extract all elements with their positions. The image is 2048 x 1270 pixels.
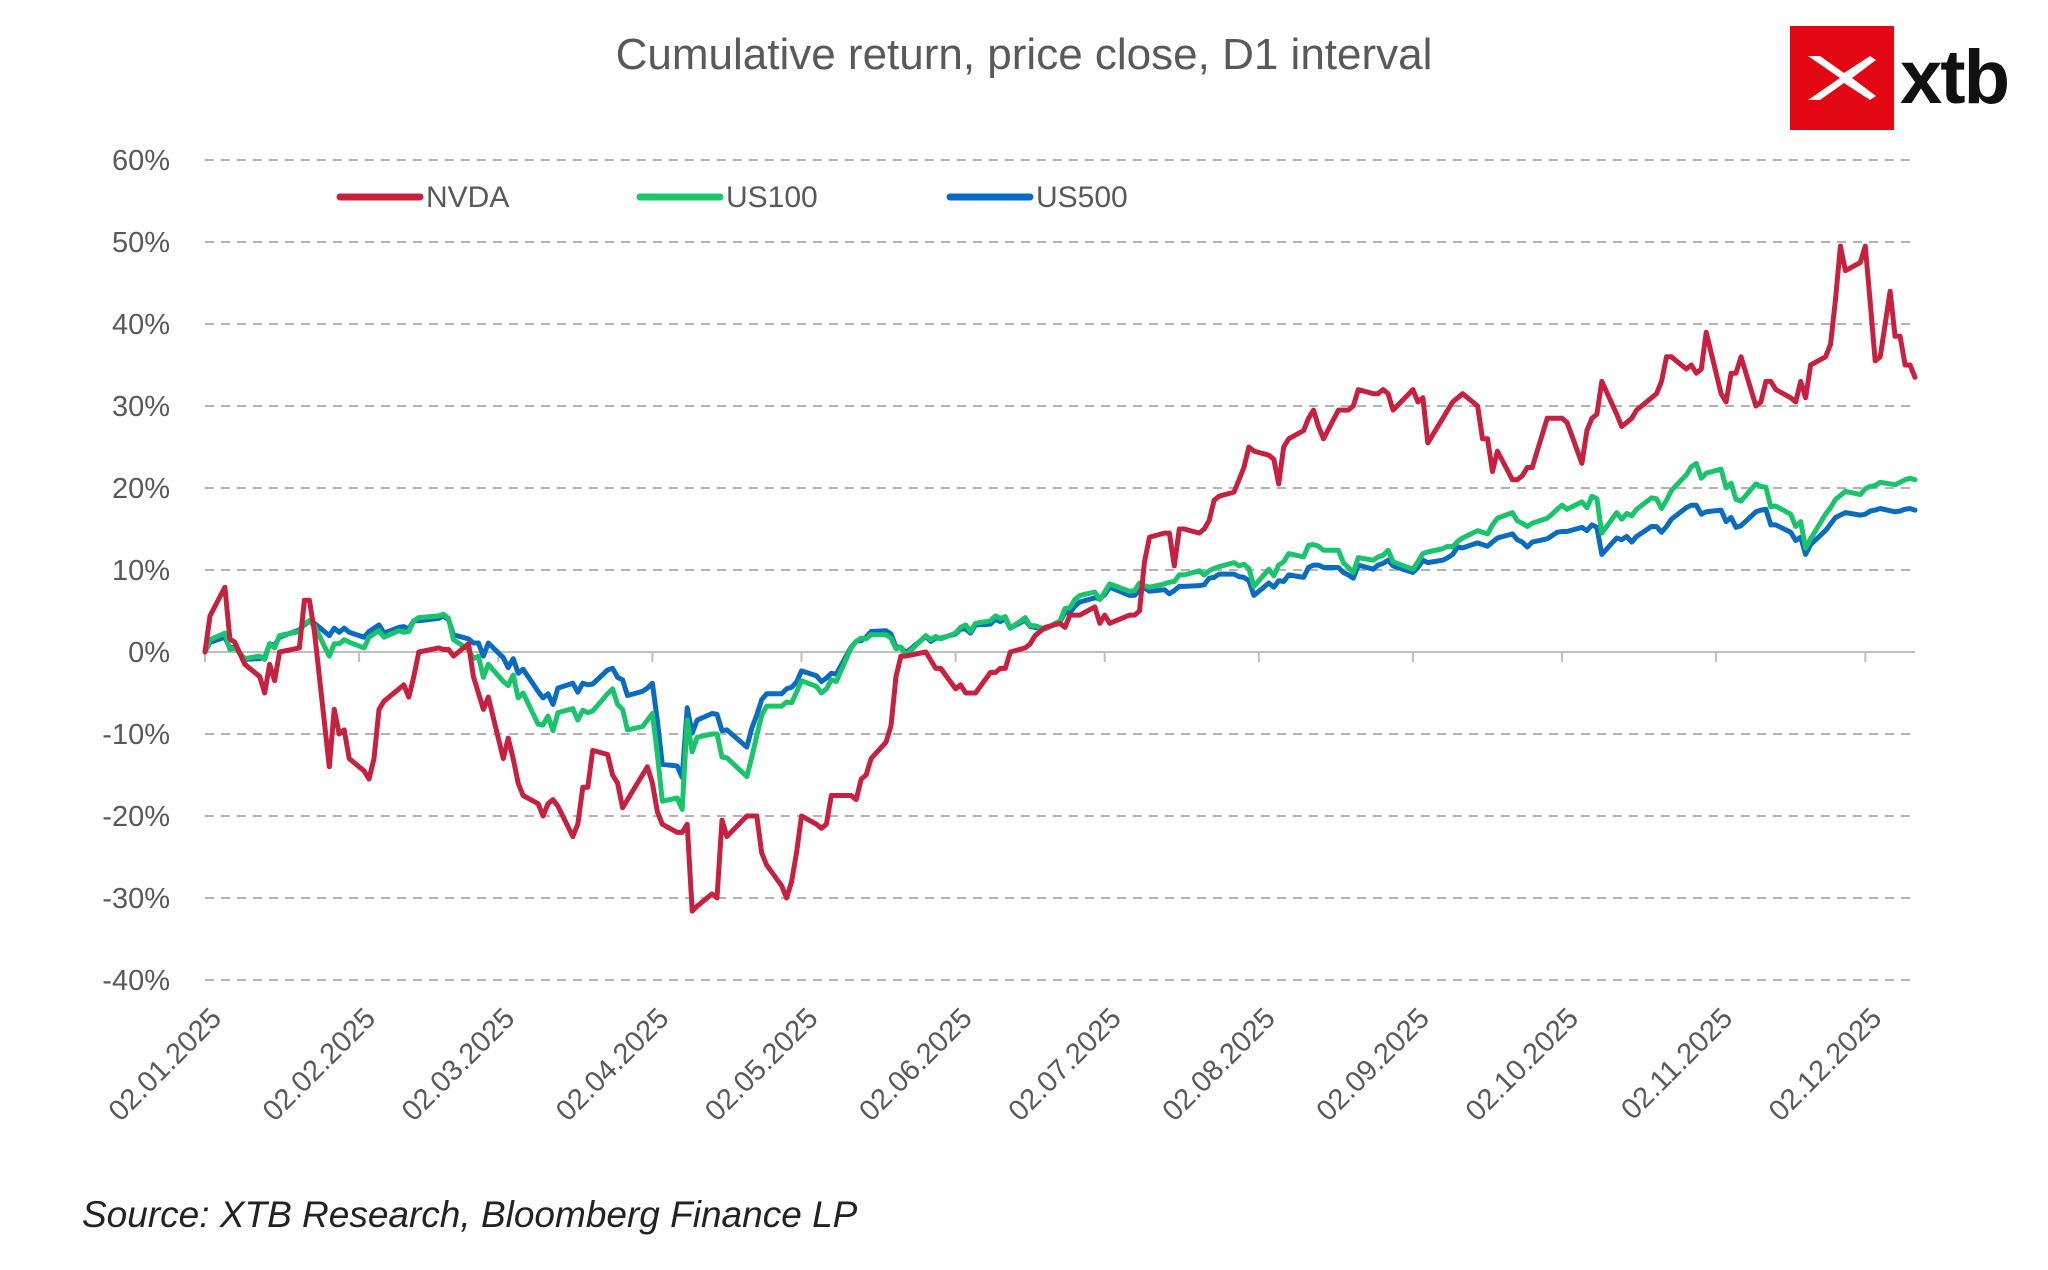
y-tick-label: 50%: [112, 227, 170, 259]
x-tick-label: 02.06.2025: [853, 1002, 978, 1127]
x-tick-label: 02.01.2025: [103, 1002, 228, 1127]
y-tick-label: -30%: [102, 883, 170, 915]
y-tick-label: 20%: [112, 473, 170, 505]
x-tick-label: 02.11.2025: [1615, 1002, 1739, 1126]
y-tick-label: 40%: [112, 309, 170, 341]
x-tick-label: 02.03.2025: [396, 1002, 521, 1127]
x-tick-label: 02.09.2025: [1311, 1002, 1436, 1127]
y-tick-label: 60%: [112, 145, 170, 177]
y-tick-label: -20%: [102, 801, 170, 833]
x-tick-label: 02.02.2025: [257, 1002, 382, 1127]
logo-mark-icon: [1790, 26, 1894, 130]
chart-title: Cumulative return, price close, D1 inter…: [615, 30, 1433, 79]
line-chart: 60% 50% 40% 30% 20% 10% 0% -10% -20% -30% -40% 02.…: [102, 145, 1918, 1128]
xtb-logo: xtb: [1790, 26, 2030, 130]
gridlines: [205, 159, 1915, 981]
series-line-nvda: [202, 243, 1918, 914]
series-lines: [202, 243, 1918, 914]
legend-label: US100: [726, 181, 818, 214]
y-axis: 60% 50% 40% 30% 20% 10% 0% -10% -20% -30% -40%: [102, 145, 170, 997]
x-tick-label: 02.07.2025: [1002, 1002, 1127, 1127]
x-tick-label: 02.12.2025: [1763, 1002, 1888, 1127]
x-axis: 02.01.2025 02.02.2025 02.03.2025 02.04.2025…: [103, 651, 1915, 1128]
y-tick-label: -10%: [102, 719, 170, 751]
y-tick-label: 10%: [112, 555, 170, 587]
logo-text: xtb: [1900, 35, 2010, 120]
y-tick-label: 0%: [128, 637, 170, 669]
legend: NVDA US100 US500: [336, 181, 1128, 214]
x-tick-label: 02.04.2025: [550, 1002, 675, 1127]
y-tick-label: -40%: [102, 965, 170, 997]
x-tick-label: 02.10.2025: [1460, 1002, 1585, 1127]
series-line-us500: [202, 502, 1918, 780]
source-note: Source: XTB Research, Bloomberg Finance …: [82, 1194, 858, 1235]
legend-label: NVDA: [426, 181, 509, 214]
y-tick-label: 30%: [112, 391, 170, 423]
series-line-us100: [202, 460, 1918, 812]
legend-label: US500: [1036, 181, 1128, 214]
x-tick-label: 02.08.2025: [1157, 1002, 1282, 1127]
logo-x-icon: [1808, 56, 1876, 100]
x-tick-label: 02.05.2025: [699, 1002, 824, 1127]
